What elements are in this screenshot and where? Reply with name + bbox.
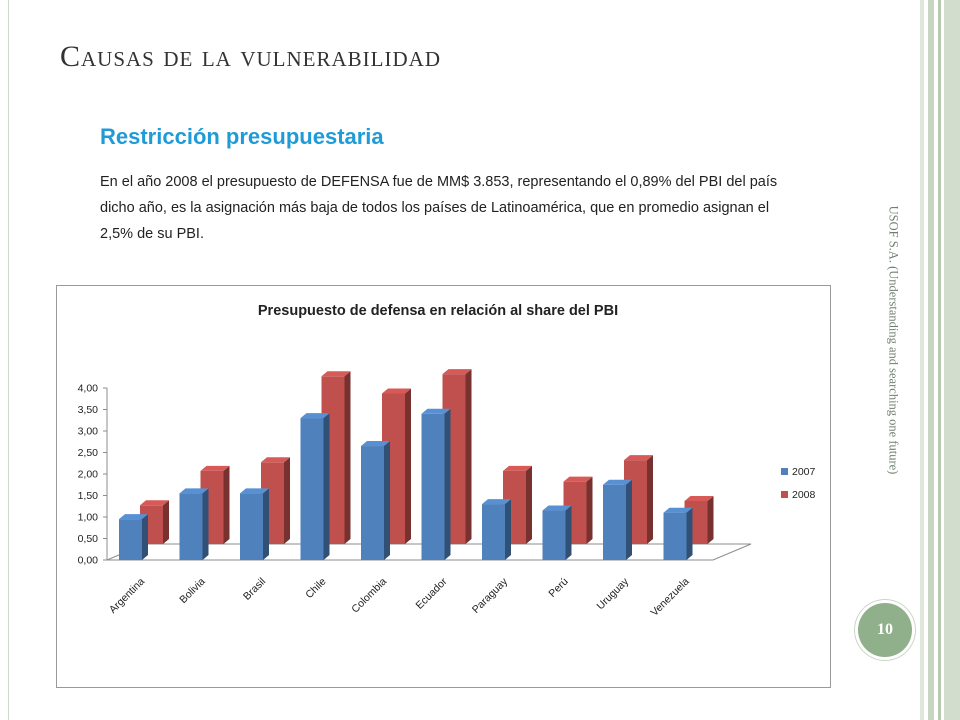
bar-2008-top — [382, 388, 411, 394]
bar-2007 — [240, 493, 263, 560]
page-title: Causas de la vulnerabilidad — [60, 40, 441, 73]
bar-2008-side — [344, 371, 351, 544]
bar-2008-side — [223, 465, 230, 544]
bar-2007-side — [323, 413, 330, 560]
bar-2007 — [542, 510, 566, 560]
chart-container: Presupuesto de defensa en relación al sh… — [56, 285, 831, 688]
bar-2007 — [361, 446, 384, 560]
bar-2008-top — [261, 457, 290, 463]
bar-2008-top — [503, 465, 532, 471]
bar-2008-side — [707, 496, 714, 544]
bar-2007-side — [142, 514, 148, 560]
bar-2007-side — [263, 488, 269, 560]
bar-2007-side — [444, 408, 451, 560]
legend-label: 2007 — [792, 466, 816, 478]
chart-title: Presupuesto de defensa en relación al sh… — [258, 303, 618, 319]
bar-2007 — [482, 504, 505, 560]
bar-chart: Presupuesto de defensa en relación al sh… — [78, 303, 816, 619]
bar-2008-side — [405, 388, 411, 544]
x-tick-label: Perú — [546, 576, 570, 600]
bar-2007-top — [119, 514, 148, 520]
y-tick-label: 3,00 — [78, 426, 99, 438]
x-tick-label: Bolivia — [177, 576, 207, 606]
x-tick-label: Brasil — [241, 576, 268, 603]
bar-2008-side — [647, 455, 653, 544]
x-tick-label: Uruguay — [595, 575, 632, 612]
legend-swatch — [781, 491, 788, 498]
x-tick-label: Colombia — [349, 576, 389, 616]
bar-2008-top — [200, 465, 230, 471]
bar-2008-top — [442, 369, 472, 375]
bar-2007-top — [603, 479, 632, 485]
y-tick-label: 2,00 — [78, 469, 99, 481]
bar-2007-top — [421, 408, 451, 414]
bar-2007 — [663, 512, 687, 560]
x-tick-label: Paraguay — [470, 575, 511, 616]
x-tick-label: Chile — [303, 576, 329, 602]
bar-2007 — [300, 418, 324, 560]
bar-2008-top — [321, 371, 351, 377]
bar-2007-top — [300, 413, 330, 419]
bar-2007-side — [626, 479, 632, 560]
bar-2007 — [119, 519, 142, 560]
bar-2007-top — [542, 505, 572, 511]
bar-2007 — [179, 493, 203, 560]
bar-2007 — [603, 484, 626, 560]
decorative-stripes — [920, 0, 960, 720]
bar-2007-side — [202, 488, 209, 560]
bar-2007-side — [686, 507, 693, 560]
y-tick-label: 0,00 — [78, 555, 99, 567]
y-tick-label: 0,50 — [78, 533, 99, 545]
bar-2007-top — [663, 507, 693, 513]
section-subtitle: Restricción presupuestaria — [100, 124, 384, 149]
y-tick-label: 3,50 — [78, 404, 99, 416]
legend-swatch — [781, 468, 788, 475]
bar-2007-top — [361, 441, 390, 447]
legend: 2007 2008 — [781, 466, 816, 501]
legend-label: 2008 — [792, 489, 816, 501]
y-tick-label: 1,50 — [78, 490, 99, 502]
bar-2008-top — [624, 455, 653, 461]
bar-2008-side — [465, 369, 472, 544]
page-number-badge: 10 — [858, 603, 912, 657]
bar-2008-side — [586, 476, 593, 544]
bar-2007-top — [179, 488, 209, 494]
bar-2008-side — [526, 465, 532, 544]
bar-2007-side — [384, 441, 390, 560]
y-tick-label: 1,00 — [78, 512, 99, 524]
bar-2008-side — [284, 457, 290, 544]
x-tick-label: Ecuador — [413, 575, 449, 611]
bar-2007 — [421, 413, 445, 560]
bar-2007-side — [565, 505, 572, 560]
bar-2008-side — [163, 500, 169, 544]
bar-2007-top — [240, 488, 269, 494]
body-paragraph: En el año 2008 el presupuesto de DEFENSA… — [100, 174, 778, 242]
y-tick-label: 2,50 — [78, 447, 99, 459]
x-tick-label: Argentina — [107, 576, 147, 616]
bar-2007-top — [482, 499, 511, 505]
y-tick-label: 4,00 — [78, 383, 99, 395]
bar-2007-side — [505, 499, 511, 560]
bar-2008-top — [563, 476, 593, 482]
bar-2008-top — [140, 500, 169, 506]
plot-area: 0,00 0,50 1,00 1,50 2,00 2,50 3,00 3,50 4,00 Arge… — [78, 369, 752, 619]
x-tick-label: Venezuela — [648, 576, 691, 619]
bar-2008-top — [684, 496, 714, 501]
vertical-company-label: USOF S.A. (Understanding and searching o… — [886, 205, 901, 475]
